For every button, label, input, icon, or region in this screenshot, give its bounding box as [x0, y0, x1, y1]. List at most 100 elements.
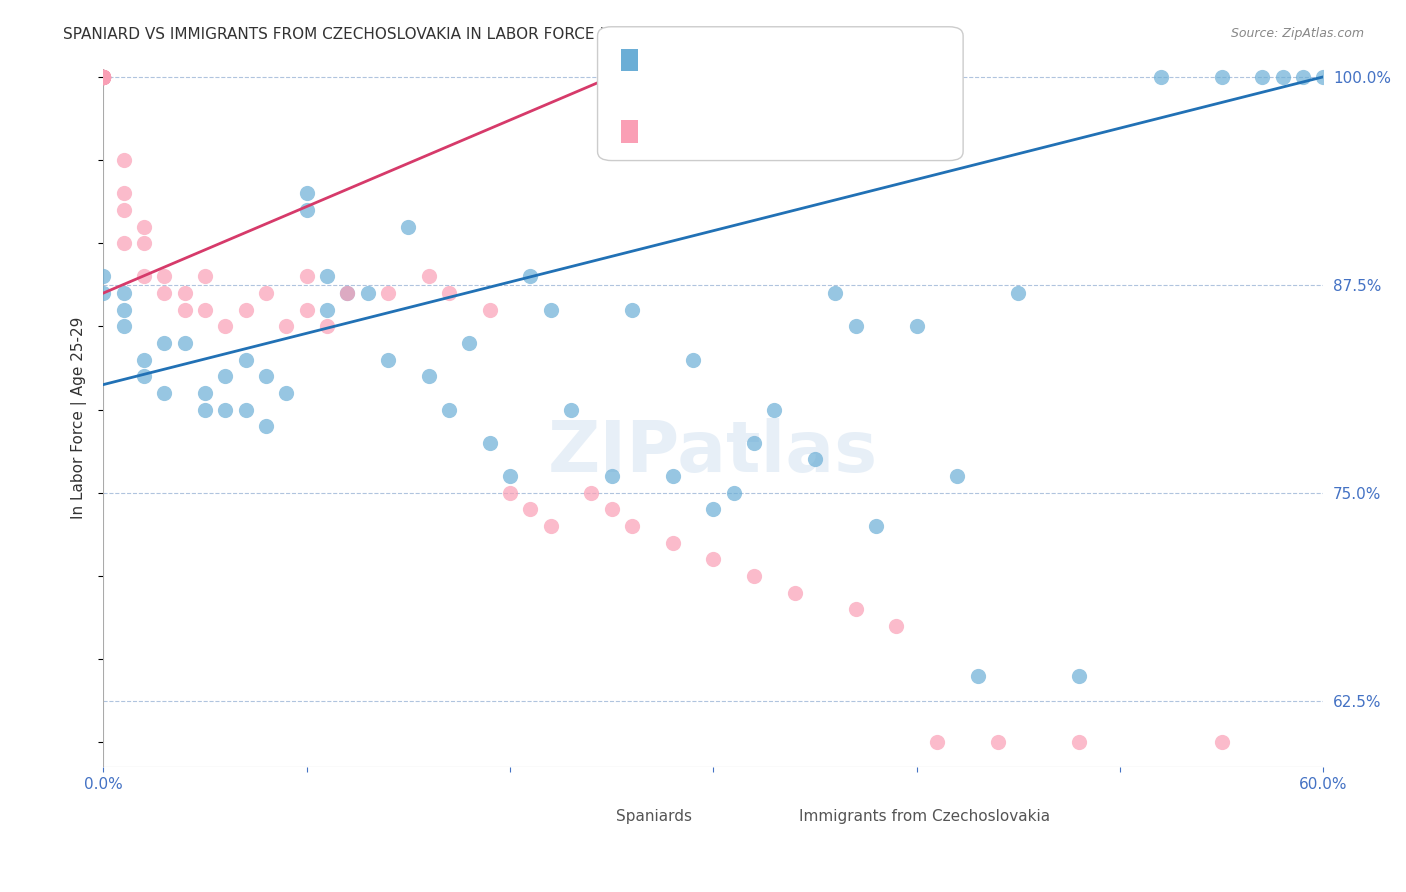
- Point: [845, 319, 868, 334]
- Point: [1069, 735, 1091, 749]
- Point: [315, 269, 337, 284]
- Point: [254, 419, 277, 434]
- Point: [295, 202, 318, 217]
- Point: [763, 402, 786, 417]
- Point: [132, 236, 155, 251]
- Point: [112, 286, 135, 301]
- Point: [214, 369, 236, 384]
- Point: [254, 286, 277, 301]
- Text: R = 0.523   N = 59: R = 0.523 N = 59: [628, 67, 799, 85]
- Point: [946, 469, 969, 483]
- Point: [377, 286, 399, 301]
- Point: [91, 70, 114, 84]
- Point: [295, 269, 318, 284]
- Point: [620, 302, 643, 317]
- Point: [194, 269, 217, 284]
- Point: [581, 485, 603, 500]
- Point: [173, 286, 195, 301]
- Point: [153, 336, 176, 351]
- Text: R = 0.310   N = 55: R = 0.310 N = 55: [628, 138, 799, 156]
- Point: [600, 502, 623, 516]
- Point: [742, 435, 765, 450]
- Point: [91, 70, 114, 84]
- Point: [1069, 669, 1091, 683]
- Point: [91, 70, 114, 84]
- Point: [418, 269, 440, 284]
- Point: [519, 502, 541, 516]
- Point: [91, 70, 114, 84]
- Point: [1211, 735, 1233, 749]
- Text: Immigrants from Czechoslovakia: Immigrants from Czechoslovakia: [799, 809, 1050, 824]
- Point: [91, 70, 114, 84]
- Point: [91, 70, 114, 84]
- Point: [1292, 70, 1315, 84]
- Point: [478, 302, 501, 317]
- Point: [194, 386, 217, 401]
- Point: [884, 619, 907, 633]
- FancyBboxPatch shape: [561, 793, 592, 820]
- Point: [91, 70, 114, 84]
- Point: [620, 519, 643, 533]
- Point: [112, 153, 135, 167]
- Point: [804, 452, 827, 467]
- Point: [437, 402, 460, 417]
- Text: Source: ZipAtlas.com: Source: ZipAtlas.com: [1230, 27, 1364, 40]
- Point: [682, 352, 704, 367]
- Point: [295, 302, 318, 317]
- Point: [377, 352, 399, 367]
- Point: [194, 402, 217, 417]
- Point: [702, 552, 724, 566]
- Point: [1271, 70, 1294, 84]
- Point: [91, 70, 114, 84]
- Point: [499, 485, 522, 500]
- Point: [214, 319, 236, 334]
- Point: [132, 369, 155, 384]
- Point: [458, 336, 481, 351]
- Point: [173, 336, 195, 351]
- Point: [783, 585, 806, 599]
- Point: [91, 70, 114, 84]
- Point: [661, 535, 683, 549]
- Point: [702, 502, 724, 516]
- Point: [824, 286, 846, 301]
- Point: [905, 319, 928, 334]
- Point: [336, 286, 359, 301]
- Point: [112, 236, 135, 251]
- Point: [235, 302, 257, 317]
- Point: [966, 669, 988, 683]
- Point: [91, 70, 114, 84]
- Point: [1251, 70, 1274, 84]
- Point: [112, 202, 135, 217]
- Point: [91, 70, 114, 84]
- Point: [661, 469, 683, 483]
- Point: [132, 219, 155, 234]
- Point: [112, 186, 135, 201]
- Text: ZIPatlas: ZIPatlas: [548, 418, 879, 487]
- Point: [336, 286, 359, 301]
- Point: [600, 469, 623, 483]
- Text: SPANIARD VS IMMIGRANTS FROM CZECHOSLOVAKIA IN LABOR FORCE | AGE 25-29 CORRELATIO: SPANIARD VS IMMIGRANTS FROM CZECHOSLOVAK…: [63, 27, 860, 43]
- Point: [112, 302, 135, 317]
- Point: [560, 402, 582, 417]
- FancyBboxPatch shape: [756, 793, 786, 820]
- Text: Spaniards: Spaniards: [616, 809, 692, 824]
- Point: [132, 269, 155, 284]
- Point: [112, 319, 135, 334]
- Point: [865, 519, 887, 533]
- Point: [254, 369, 277, 384]
- Point: [315, 319, 337, 334]
- Point: [540, 519, 562, 533]
- Point: [437, 286, 460, 301]
- Point: [418, 369, 440, 384]
- Point: [91, 70, 114, 84]
- Point: [235, 352, 257, 367]
- Point: [519, 269, 541, 284]
- Point: [723, 485, 745, 500]
- Point: [925, 735, 948, 749]
- Point: [276, 386, 298, 401]
- Point: [194, 302, 217, 317]
- Point: [478, 435, 501, 450]
- Point: [235, 402, 257, 417]
- Point: [153, 386, 176, 401]
- Point: [91, 70, 114, 84]
